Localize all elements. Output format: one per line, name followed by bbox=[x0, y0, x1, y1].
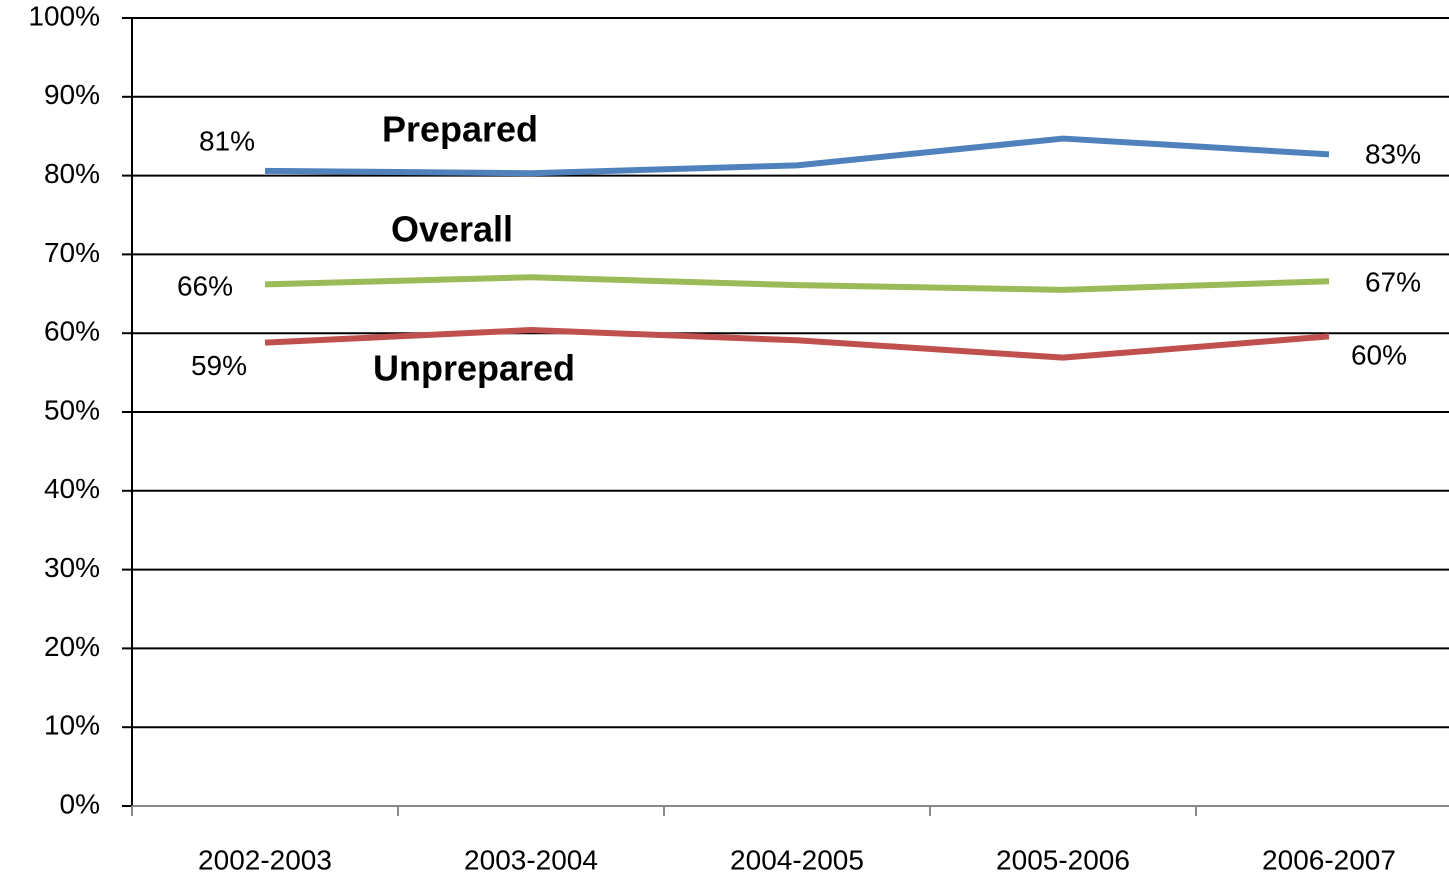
y-tick-label: 90% bbox=[44, 79, 100, 110]
series-label: Overall bbox=[391, 209, 513, 250]
y-tick-label: 40% bbox=[44, 473, 100, 504]
x-tick-label: 2002-2003 bbox=[198, 844, 332, 875]
y-tick-label: 10% bbox=[44, 710, 100, 741]
y-tick-label: 70% bbox=[44, 237, 100, 268]
x-tick-label: 2006-2007 bbox=[1262, 844, 1396, 875]
series-label: Unprepared bbox=[373, 348, 575, 389]
y-tick-label: 20% bbox=[44, 631, 100, 662]
data-label: 67% bbox=[1365, 267, 1421, 298]
y-tick-label: 80% bbox=[44, 158, 100, 189]
data-label: 60% bbox=[1351, 340, 1407, 371]
data-label: 83% bbox=[1365, 139, 1421, 170]
y-tick-label: 50% bbox=[44, 394, 100, 425]
y-tick-label: 60% bbox=[44, 316, 100, 347]
y-tick-label: 100% bbox=[28, 0, 100, 31]
y-tick-label: 0% bbox=[60, 788, 100, 819]
data-label: 59% bbox=[191, 350, 247, 381]
y-tick-label: 30% bbox=[44, 552, 100, 583]
series-line bbox=[264, 327, 1330, 361]
series-line bbox=[264, 274, 1330, 293]
series-line bbox=[264, 135, 1330, 177]
series-label: Prepared bbox=[382, 109, 538, 150]
x-tick-label: 2005-2006 bbox=[996, 844, 1130, 875]
data-label: 66% bbox=[177, 271, 233, 302]
data-label: 81% bbox=[199, 125, 255, 156]
x-tick-label: 2003-2004 bbox=[464, 844, 598, 875]
x-tick-label: 2004-2005 bbox=[730, 844, 864, 875]
